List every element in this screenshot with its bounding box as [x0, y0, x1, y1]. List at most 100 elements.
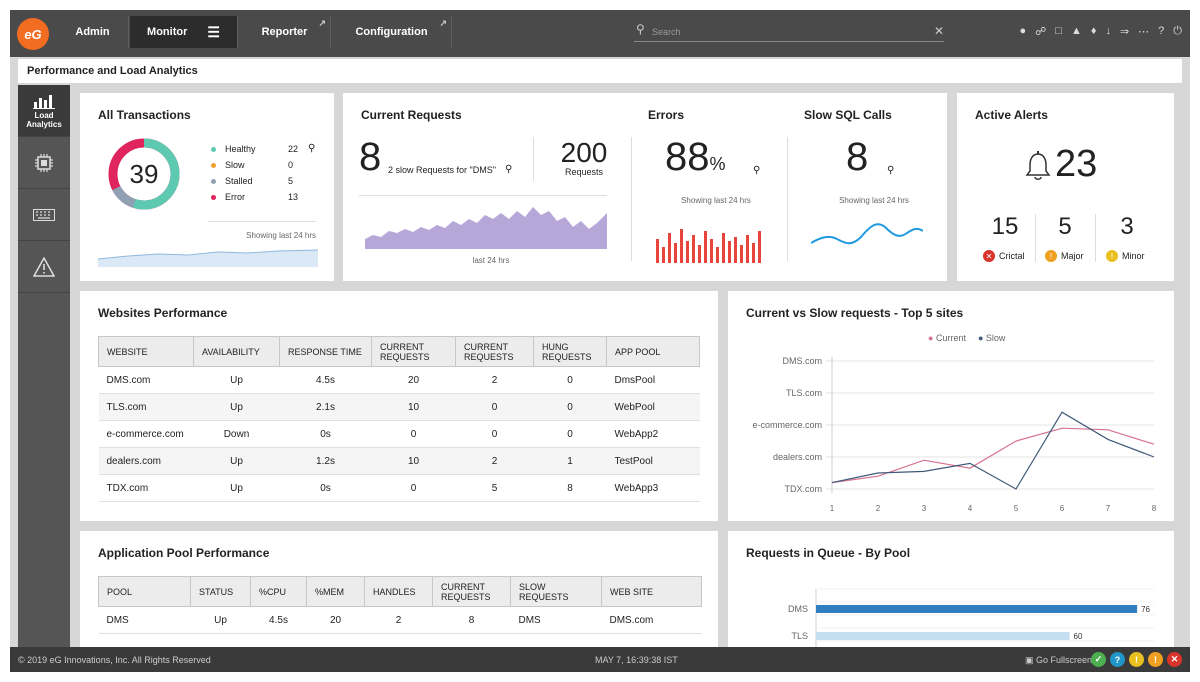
- y-tick-label: DMS.com: [782, 356, 822, 366]
- errors-bar-chart: [656, 229, 761, 263]
- ok-status-icon[interactable]: ✓: [1091, 652, 1106, 667]
- series-line-current: [831, 427, 1155, 484]
- column-header[interactable]: WEB SITE: [601, 576, 702, 607]
- x-tick-label: 2: [876, 504, 881, 513]
- table-cell: TDX.com: [98, 474, 194, 502]
- table-cell: 1: [533, 447, 607, 475]
- requests-in-queue-title: Requests in Queue - By Pool: [746, 546, 911, 560]
- bar-category-label: TLS: [791, 631, 808, 641]
- nav-admin[interactable]: Admin: [57, 16, 129, 48]
- column-header[interactable]: RESPONSE TIME: [279, 336, 372, 367]
- sidebar-item-load-analytics[interactable]: Load Analytics: [18, 85, 70, 137]
- column-header[interactable]: CURRENT REQUESTS: [432, 576, 511, 607]
- legend-marker: ●: [977, 333, 984, 343]
- legend-marker: ●: [928, 333, 934, 343]
- download-icon[interactable]: ↓: [1105, 25, 1111, 37]
- minor-status-icon[interactable]: !: [1129, 652, 1144, 667]
- power-icon[interactable]: ⏻: [1173, 25, 1182, 37]
- alert-icon[interactable]: ▲: [1070, 25, 1082, 37]
- table-row[interactable]: DMS.com Up 4.5s 20 2 0 DmsPool: [98, 366, 700, 394]
- eg-logo[interactable]: eG: [17, 18, 49, 50]
- current-requests-area-chart: [365, 207, 607, 249]
- table-row[interactable]: TLS.com Up 2.1s 10 0 0 WebPool: [98, 393, 700, 421]
- legend-dot: [211, 179, 216, 184]
- table-cell: TLS.com: [98, 393, 194, 421]
- column-header[interactable]: %MEM: [306, 576, 365, 607]
- legend-value: 22: [288, 144, 299, 154]
- column-header[interactable]: APP POOL: [606, 336, 700, 367]
- table-cell: WebApp3: [606, 474, 700, 502]
- table-cell: 1.2s: [279, 447, 372, 475]
- search-icon[interactable]: ⚲: [308, 143, 316, 154]
- column-header[interactable]: CURRENT REQUESTS: [371, 336, 456, 367]
- active-alerts-total: 23: [1055, 143, 1098, 185]
- table-cell: 0: [371, 420, 456, 448]
- critical-alerts-label[interactable]: ✕ Crictal: [983, 250, 1025, 262]
- x-tick-label: 8: [1152, 504, 1157, 513]
- search-icon[interactable]: ⚲: [887, 165, 895, 176]
- slow-sql-showing: Showing last 24 hrs: [839, 196, 909, 205]
- column-header[interactable]: AVAILABILITY: [193, 336, 280, 367]
- legend-item-current[interactable]: ● Current: [928, 333, 966, 343]
- column-header[interactable]: CURRENT REQUESTS: [455, 336, 534, 367]
- table-cell: 2: [455, 366, 534, 394]
- go-fullscreen-button[interactable]: ▣ Go Fullscreen: [1024, 655, 1092, 665]
- y-tick-label: dealers.com: [773, 452, 822, 462]
- requests-in-queue-card: Requests in Queue - By Pool DMS 76 TLS 60: [728, 531, 1174, 647]
- column-header[interactable]: HUNG REQUESTS: [533, 336, 607, 367]
- more-icon[interactable]: ⋯: [1138, 26, 1150, 38]
- divider: [208, 221, 316, 222]
- search-input[interactable]: ⚲ Search ✕: [634, 22, 944, 42]
- nav-monitor[interactable]: Monitor ☰: [130, 16, 238, 48]
- logout-icon[interactable]: ⇒: [1119, 26, 1130, 38]
- table-row[interactable]: TDX.com Up 0s 0 5 8 WebApp3: [98, 474, 700, 502]
- slow-sql-line-chart: [811, 223, 923, 245]
- legend-label: Current: [935, 333, 966, 343]
- series-line-slow: [831, 411, 1155, 490]
- legend-dot: [211, 163, 216, 168]
- legend-item-slow: Slow 0: [208, 160, 320, 176]
- status-icons: ✓ ? ! ! ✕: [1091, 652, 1182, 667]
- sidebar-item-keyboard[interactable]: [18, 189, 70, 241]
- nav-reporter-label: Reporter: [261, 26, 308, 38]
- table-row[interactable]: DMS Up 4.5s 20 2 8 DMS DMS.com: [98, 606, 702, 634]
- nav-reporter[interactable]: Reporter ↗: [239, 16, 331, 48]
- critical-status-icon[interactable]: ✕: [1167, 652, 1182, 667]
- search-icon[interactable]: ⚲: [753, 165, 761, 176]
- legend-label: Slow: [225, 160, 245, 170]
- link-icon[interactable]: ☍: [1035, 26, 1047, 38]
- slow-sql-title: Slow SQL Calls: [804, 108, 892, 122]
- major-status-icon[interactable]: !: [1148, 652, 1163, 667]
- hamburger-icon[interactable]: ☰: [207, 23, 220, 40]
- search-icon[interactable]: ⚲: [505, 164, 513, 175]
- table-row[interactable]: e-commerce.com Down 0s 0 0 0 WebApp2: [98, 420, 700, 448]
- table-cell: 8: [533, 474, 607, 502]
- current-requests-title: Current Requests: [361, 108, 462, 122]
- column-header[interactable]: WEBSITE: [98, 336, 194, 367]
- minor-alerts-label[interactable]: ! Minor: [1106, 250, 1145, 262]
- sidebar-item-alerts[interactable]: [18, 241, 70, 293]
- clear-search-icon[interactable]: ✕: [933, 24, 944, 38]
- user-icon[interactable]: ●: [1019, 25, 1027, 37]
- sidebar-item-cpu[interactable]: [18, 137, 70, 189]
- bookmark-icon[interactable]: □: [1055, 25, 1062, 37]
- bell-icon[interactable]: ♦: [1090, 25, 1097, 37]
- column-header[interactable]: STATUS: [190, 576, 251, 607]
- divider: [787, 137, 788, 261]
- major-icon: !: [1045, 250, 1057, 262]
- legend-item-slow[interactable]: ● Slow: [978, 333, 1005, 343]
- nav-monitor-label: Monitor: [147, 26, 188, 38]
- table-row[interactable]: dealers.com Up 1.2s 10 2 1 TestPool: [98, 447, 700, 475]
- nav-configuration[interactable]: Configuration ↗: [332, 16, 452, 48]
- column-header[interactable]: POOL: [98, 576, 191, 607]
- column-header[interactable]: %CPU: [250, 576, 307, 607]
- major-alerts-label[interactable]: ! Major: [1045, 250, 1084, 262]
- help-icon[interactable]: ?: [1158, 25, 1165, 37]
- table-cell: dealers.com: [98, 447, 194, 475]
- column-header[interactable]: SLOW REQUESTS: [510, 576, 602, 607]
- column-header[interactable]: HANDLES: [364, 576, 433, 607]
- help-status-icon[interactable]: ?: [1110, 652, 1125, 667]
- x-tick-label: 7: [1106, 504, 1111, 513]
- legend-value: 0: [288, 160, 294, 170]
- table-cell: Up: [190, 606, 251, 634]
